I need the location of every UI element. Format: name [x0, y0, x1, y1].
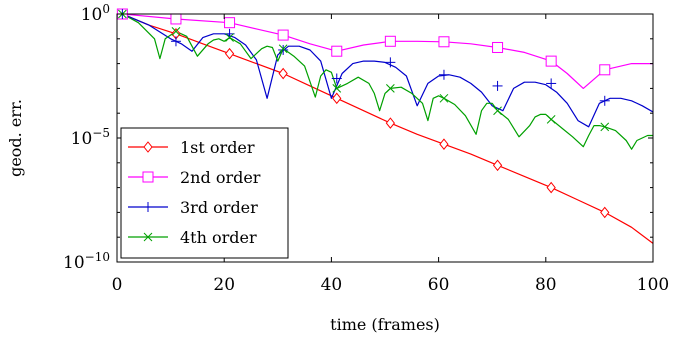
series-4-point-d2 [332, 84, 342, 93]
y-tick-label-exponent: −10 [85, 250, 110, 264]
x-axis-label: time (frames) [330, 315, 440, 334]
legend-label: 4th order [180, 228, 257, 247]
series-4-point-d2 [439, 93, 449, 103]
series-3-point [278, 44, 289, 55]
series-2-point-shape [170, 13, 182, 25]
series-2-point-shape [492, 41, 504, 53]
series-4-point [439, 93, 449, 103]
series-2-point-shape [331, 45, 343, 57]
series-4-point-d2 [493, 106, 502, 116]
series-2-point [224, 17, 236, 29]
series-1-point [224, 47, 235, 60]
series-4-point-d2 [225, 33, 234, 42]
series-1-point-shape [278, 67, 288, 80]
series-4-point [600, 122, 610, 132]
series-4-point [546, 115, 556, 124]
series-2-point [277, 29, 289, 41]
x-tick-label: 20 [213, 275, 235, 295]
series-2-point-shape [438, 36, 450, 48]
series-2-point [545, 55, 557, 67]
series-3-point [546, 78, 557, 89]
series-2-point [331, 45, 343, 57]
x-tick-label: 0 [112, 275, 123, 295]
series-4-point [278, 44, 288, 54]
y-axis-label: geod. err. [6, 99, 25, 177]
series-1-point-shape [546, 181, 556, 194]
legend: 1st order 2nd order 3rd order 4th order [120, 127, 289, 259]
y-tick-label: 10−10 [63, 250, 110, 273]
series-1-point [439, 138, 449, 151]
legend-marker-shape [142, 171, 154, 183]
series-4-point [171, 27, 181, 36]
legend-marker-d2 [143, 232, 153, 242]
series-4-point-d2 [600, 122, 610, 132]
series-1-point [332, 92, 342, 105]
series-1-point [546, 181, 556, 194]
y-tick-label-base: 10 [81, 5, 103, 25]
series-4-point [225, 33, 234, 42]
series-2-point [599, 64, 611, 76]
series-4-point-d2 [386, 84, 395, 93]
x-tick-label: 80 [535, 275, 557, 295]
series-2-point-shape [599, 64, 611, 76]
legend-marker [142, 171, 154, 183]
series-2-point-shape [384, 35, 396, 47]
series-2-point [170, 13, 182, 25]
marker-layer [116, 8, 611, 219]
series-4-point-d2 [171, 27, 181, 36]
legend-label: 3rd order [180, 198, 258, 217]
y-tick-label-exponent: −5 [92, 126, 110, 140]
series-4-point-d2 [278, 44, 288, 54]
series-3-point [385, 57, 396, 68]
y-tick-label-exponent: 0 [102, 2, 110, 16]
x-tick-label: 100 [637, 275, 669, 295]
y-tick-label: 10−5 [71, 126, 110, 149]
series-line-3 [122, 14, 653, 128]
series-1-point-shape [600, 206, 610, 219]
legend-label: 1st order [180, 138, 255, 157]
series-2-point [438, 36, 450, 48]
series-1-point [492, 159, 503, 172]
series-1-point [385, 117, 396, 129]
series-1-point [600, 206, 610, 219]
series-1-point-shape [439, 138, 449, 151]
x-tick-label: 60 [428, 275, 450, 295]
legend-marker-shape [143, 141, 153, 153]
series-1-point-shape [332, 92, 342, 105]
y-tick-label-base: 10 [63, 253, 85, 273]
series-3-point [492, 80, 503, 91]
x-tick-label: 40 [321, 275, 343, 295]
series-2-point [492, 41, 504, 53]
y-tick-label-base: 10 [71, 129, 93, 149]
series-3-point [331, 73, 342, 84]
series-1-point [278, 67, 288, 80]
legend-marker [143, 141, 153, 153]
series-2-point-shape [545, 55, 557, 67]
series-3-point [170, 36, 181, 47]
series-3-point [438, 69, 449, 80]
series-4-point [386, 84, 395, 93]
legend-label: 2nd order [180, 168, 261, 187]
y-tick-label: 100 [81, 2, 110, 25]
series-4-point [332, 84, 342, 93]
series-3-point [599, 95, 610, 106]
series-1-point-shape [385, 117, 396, 129]
series-2-point-shape [277, 29, 289, 41]
series-4-point [493, 106, 502, 116]
x-axis: 0 20 40 60 80 100 [112, 14, 669, 295]
series-2-point-shape [224, 17, 236, 29]
legend-marker [143, 202, 153, 212]
series-1-point-shape [492, 159, 503, 172]
series-4-point-d2 [546, 115, 556, 124]
legend-marker [143, 232, 153, 242]
series-line-2 [122, 14, 653, 90]
series-2-point [384, 35, 396, 47]
series-1-point-shape [224, 47, 235, 60]
